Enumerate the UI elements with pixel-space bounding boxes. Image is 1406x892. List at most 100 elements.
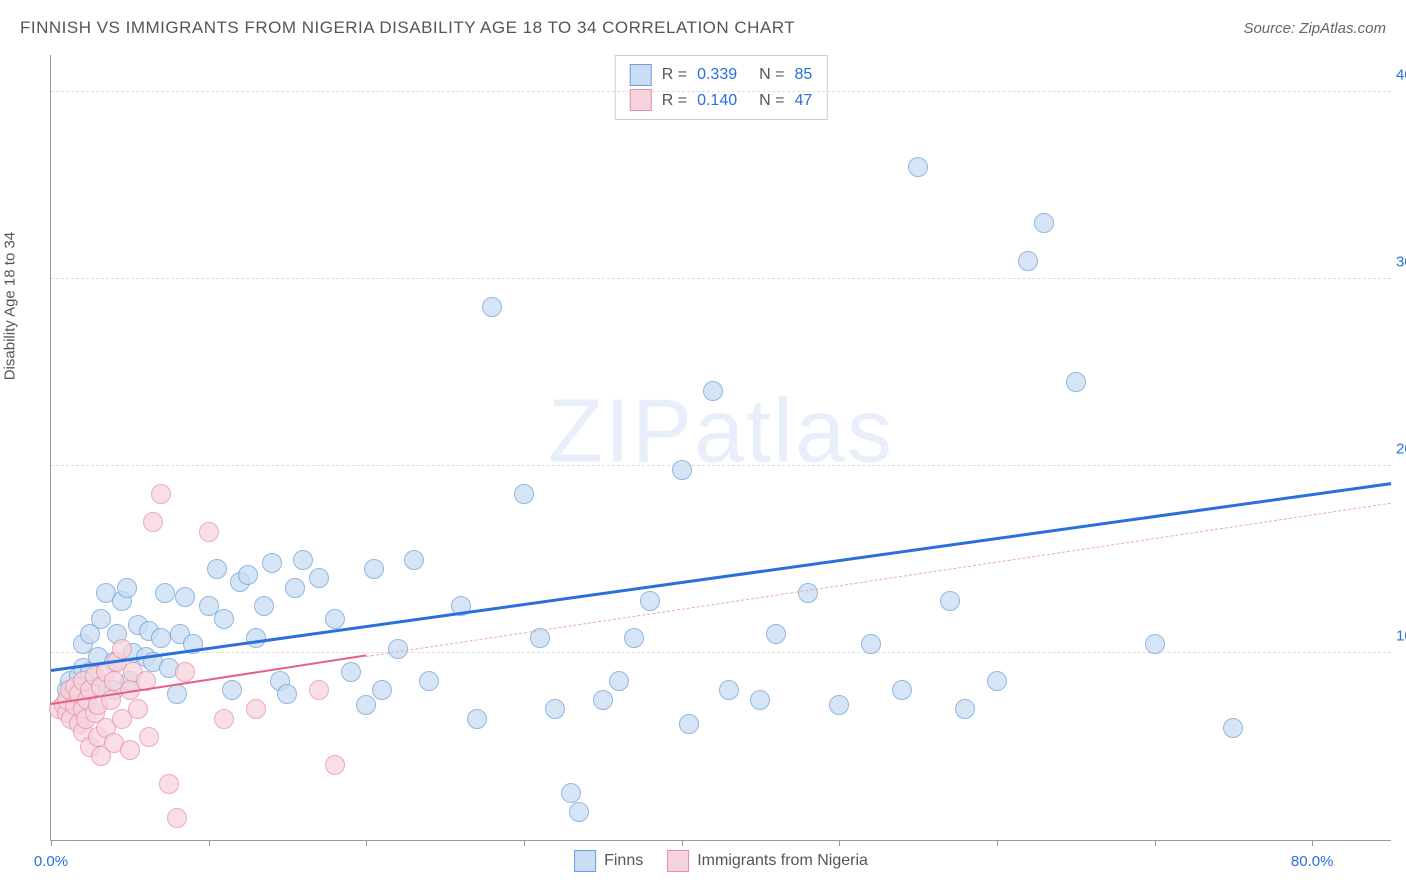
n-value-finns: 85 xyxy=(794,62,812,88)
data-point xyxy=(404,550,424,570)
data-point xyxy=(561,783,581,803)
data-point xyxy=(238,565,258,585)
x-tick xyxy=(1155,840,1156,846)
data-point xyxy=(798,583,818,603)
data-point xyxy=(829,695,849,715)
correlation-legend: R = 0.339 N = 85 R = 0.140 N = 47 xyxy=(615,55,828,120)
data-point xyxy=(766,624,786,644)
data-point xyxy=(214,709,234,729)
data-point xyxy=(199,522,219,542)
r-value-finns: 0.339 xyxy=(697,62,737,88)
data-point xyxy=(207,559,227,579)
data-point xyxy=(325,609,345,629)
title-bar: FINNISH VS IMMIGRANTS FROM NIGERIA DISAB… xyxy=(20,18,1386,38)
data-point xyxy=(356,695,376,715)
gridline-h xyxy=(51,465,1391,466)
data-point xyxy=(545,699,565,719)
data-point xyxy=(719,680,739,700)
data-point xyxy=(609,671,629,691)
data-point xyxy=(955,699,975,719)
x-tick-label: 80.0% xyxy=(1291,853,1334,870)
legend-row-finns: R = 0.339 N = 85 xyxy=(630,62,813,88)
y-tick-label: 40.0% xyxy=(1396,67,1406,84)
data-point xyxy=(151,484,171,504)
data-point xyxy=(128,699,148,719)
gridline-h xyxy=(51,278,1391,279)
x-tick xyxy=(839,840,840,846)
data-point xyxy=(750,690,770,710)
data-point xyxy=(222,680,242,700)
legend-swatch-nigeria xyxy=(630,89,652,111)
data-point xyxy=(139,727,159,747)
data-point xyxy=(246,628,266,648)
legend-swatch-finns xyxy=(630,64,652,86)
data-point xyxy=(892,680,912,700)
trend-line xyxy=(366,503,1391,657)
x-tick xyxy=(1312,840,1313,846)
data-point xyxy=(1034,213,1054,233)
y-tick-label: 30.0% xyxy=(1396,254,1406,271)
legend-item-nigeria: Immigrants from Nigeria xyxy=(667,850,868,872)
data-point xyxy=(254,596,274,616)
x-tick xyxy=(366,840,367,846)
data-point xyxy=(514,484,534,504)
gridline-h xyxy=(51,652,1391,653)
y-tick-label: 20.0% xyxy=(1396,441,1406,458)
data-point xyxy=(309,680,329,700)
data-point xyxy=(262,553,282,573)
data-point xyxy=(277,684,297,704)
data-point xyxy=(112,639,132,659)
data-point xyxy=(285,578,305,598)
data-point xyxy=(143,512,163,532)
data-point xyxy=(640,591,660,611)
scatter-plot: ZIPatlas R = 0.339 N = 85 R = 0.140 N = … xyxy=(50,55,1391,841)
series-legend: Finns Immigrants from Nigeria xyxy=(574,850,868,872)
data-point xyxy=(467,709,487,729)
data-point xyxy=(940,591,960,611)
data-point xyxy=(1145,634,1165,654)
x-tick xyxy=(682,840,683,846)
data-point xyxy=(364,559,384,579)
data-point xyxy=(987,671,1007,691)
data-point xyxy=(672,460,692,480)
source-label: Source: ZipAtlas.com xyxy=(1243,20,1386,37)
data-point xyxy=(214,609,234,629)
data-point xyxy=(151,628,171,648)
data-point xyxy=(175,587,195,607)
data-point xyxy=(167,808,187,828)
data-point xyxy=(1066,372,1086,392)
data-point xyxy=(1223,718,1243,738)
data-point xyxy=(569,802,589,822)
data-point xyxy=(679,714,699,734)
data-point xyxy=(624,628,644,648)
y-tick-label: 10.0% xyxy=(1396,628,1406,645)
x-tick xyxy=(997,840,998,846)
data-point xyxy=(325,755,345,775)
data-point xyxy=(159,774,179,794)
data-point xyxy=(117,578,137,598)
data-point xyxy=(372,680,392,700)
data-point xyxy=(246,699,266,719)
data-point xyxy=(91,609,111,629)
data-point xyxy=(175,662,195,682)
data-point xyxy=(419,671,439,691)
chart-title: FINNISH VS IMMIGRANTS FROM NIGERIA DISAB… xyxy=(20,18,795,38)
data-point xyxy=(1018,251,1038,271)
data-point xyxy=(293,550,313,570)
x-tick-label: 0.0% xyxy=(34,853,68,870)
data-point xyxy=(155,583,175,603)
gridline-h xyxy=(51,91,1391,92)
data-point xyxy=(309,568,329,588)
data-point xyxy=(593,690,613,710)
data-point xyxy=(703,381,723,401)
data-point xyxy=(861,634,881,654)
data-point xyxy=(120,740,140,760)
data-point xyxy=(167,684,187,704)
legend-item-finns: Finns xyxy=(574,850,643,872)
y-axis-label: Disability Age 18 to 34 xyxy=(2,232,19,380)
data-point xyxy=(482,297,502,317)
data-point xyxy=(341,662,361,682)
x-tick xyxy=(51,840,52,846)
data-point xyxy=(908,157,928,177)
x-tick xyxy=(209,840,210,846)
